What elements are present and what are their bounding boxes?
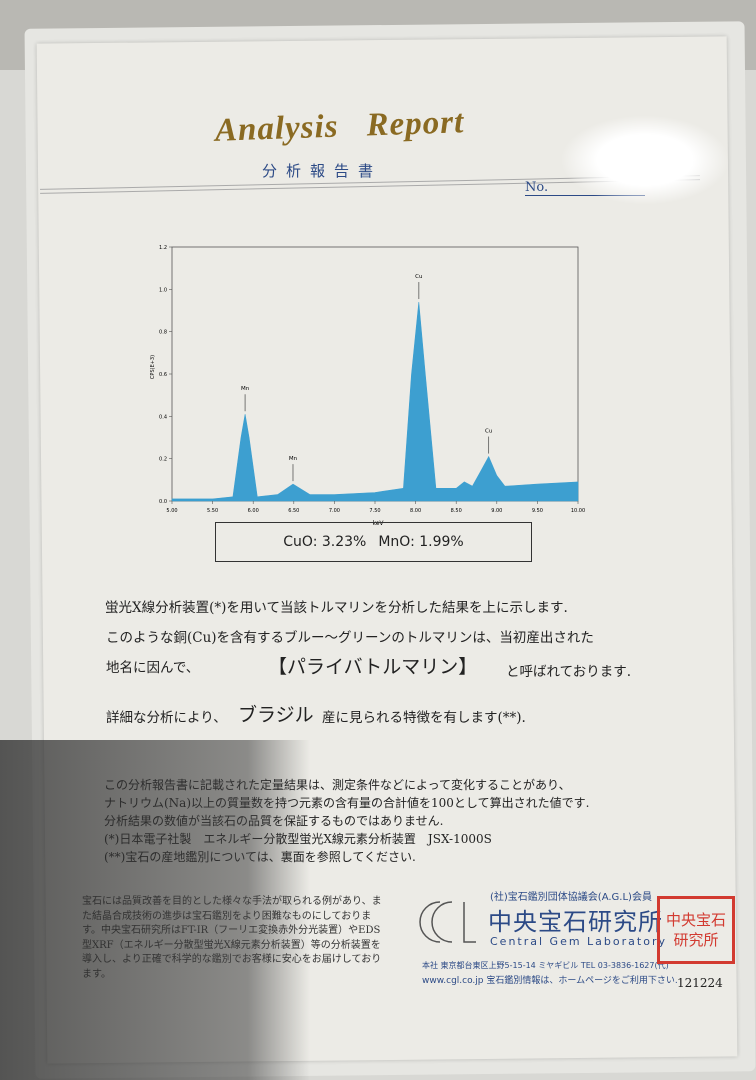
disclaimer-line: 分析結果の数値が当該石の品質を保証するものではありません. [104, 814, 444, 828]
disclaimer-line: この分析報告書に記載された定量結果は、測定条件などによって変化することがあり、 [104, 778, 571, 792]
cuo-value: CuO: 3.23% [283, 534, 367, 550]
report-subtitle: 分析報告書 [262, 162, 383, 180]
body-line-4-end: 産に見られる特徴を有します(**). [322, 710, 526, 726]
peak-label: Cu [415, 274, 422, 280]
x-tick-label: 10.00 [571, 508, 585, 514]
xrf-spectrum-chart: 5.00 5.50 6.00 6.50 7.00 7.50 8.00 8.50 9.00 9.50… [150, 245, 585, 527]
y-tick-label: 0.8 [159, 330, 167, 336]
y-tick-label: 0.6 [159, 372, 167, 378]
body-line-1: 蛍光X線分析装置(*)を用いて当該トルマリンを分析した結果を上に示します. [105, 600, 568, 616]
body-line-3: 地名に因んで、 [106, 660, 200, 676]
y-tick-label: 1.2 [159, 245, 167, 251]
composition-result-box: CuO: 3.23% MnO: 1.99% [215, 522, 532, 562]
x-tick-label: 6.00 [248, 508, 259, 514]
variety-name: 【パライバトルマリン】 [268, 656, 478, 678]
treatment-note: 宝石には品質改善を目的とした様々な手法が取られる例があり、また結晶合成技術の進歩… [82, 896, 382, 980]
x-tick-label: 7.00 [329, 508, 340, 514]
x-tick-label: 5.00 [166, 508, 177, 514]
lab-name-jp: 中央宝石研究所 [488, 908, 663, 936]
x-tick-label: 7.50 [369, 508, 380, 514]
serial-number: 121224 [677, 976, 723, 990]
title-word: Analysis [214, 108, 340, 149]
x-tick-label: 8.00 [410, 508, 421, 514]
light-glare [560, 115, 730, 205]
body-line-4-start: 詳細な分析により、 [106, 710, 227, 726]
spectrum-area [171, 301, 579, 502]
x-tick-label: 9.00 [491, 508, 502, 514]
disclaimer-line: (*)日本電子社製 エネルギー分散型蛍光X線元素分析装置 JSX-1000S [104, 832, 492, 846]
x-tick-label: 6.50 [288, 508, 299, 514]
body-line-3-end: と呼ばれております. [506, 664, 631, 680]
x-axis-label: keV [372, 520, 384, 527]
lab-name-en: Central Gem Laboratory [490, 935, 667, 948]
x-tick-label: 8.50 [451, 508, 462, 514]
mno-value: MnO: 1.99% [378, 534, 464, 550]
association-membership: (社)宝石鑑別団体協議会(A.G.L)会員 [490, 892, 652, 903]
peak-label: Cu [485, 429, 492, 435]
plot-frame [171, 246, 579, 502]
peak-label: Mn [289, 456, 298, 462]
peak-label: Mn [241, 386, 250, 392]
disclaimer-line: (**)宝石の産地鑑別については、裏面を参照してください. [104, 850, 416, 864]
y-axis-label: CPS(E+3) [150, 355, 156, 379]
lab-website: www.cgl.co.jp 宝石鑑別情報は、ホームページをご利用下さい. [422, 976, 678, 986]
y-tick-label: 0.2 [159, 457, 167, 463]
y-tick-label: 0.4 [159, 414, 167, 420]
x-tick-label: 5.50 [207, 508, 218, 514]
lab-address: 本社 東京都台東区上野5-15-14 ミヤギビル TEL 03-3836-162… [422, 961, 669, 970]
title-word: Report [365, 104, 465, 144]
y-tick-label: 1.0 [159, 287, 167, 293]
body-line-2: このような銅(Cu)を含有するブルー～グリーンのトルマリンは、当初産出された [106, 630, 594, 646]
x-tick-label: 9.50 [532, 508, 543, 514]
cgl-logo-icon [419, 901, 476, 943]
disclaimer-line: ナトリウム(Na)以上の質量数を持つ元素の含有量の合計値を100として算出された… [104, 796, 590, 810]
report-number: No. [525, 180, 645, 196]
y-tick-label: 0.0 [159, 499, 167, 505]
origin-name: ブラジル [238, 704, 314, 726]
red-seal-stamp: 中央宝石研究所 [657, 896, 735, 964]
